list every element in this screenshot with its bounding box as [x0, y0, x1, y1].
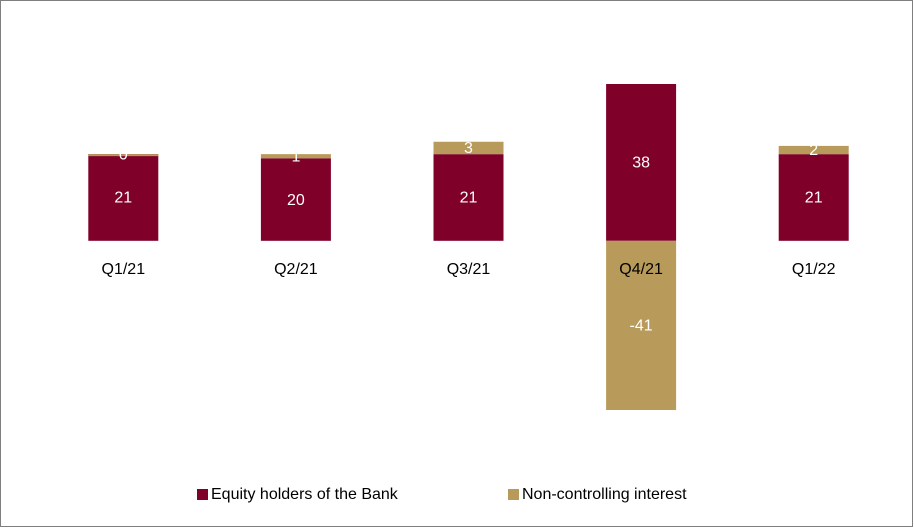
x-tick-label: Q4/21 — [619, 261, 663, 278]
bar-segment — [606, 240, 677, 410]
bar-segment — [260, 158, 331, 241]
legend-label: Non-controlling interest — [522, 486, 687, 503]
bar-segment — [88, 154, 159, 157]
data-label: 0 — [119, 146, 128, 163]
legend-swatch — [197, 489, 208, 500]
legend-label: Equity holders of the Bank — [211, 486, 399, 503]
x-tick-label: Q3/21 — [447, 261, 491, 278]
data-label: 21 — [460, 190, 478, 207]
bar-segment — [606, 84, 677, 241]
bar-segment — [433, 141, 504, 155]
x-tick-label: Q2/21 — [274, 261, 318, 278]
x-tick-label: Q1/22 — [792, 261, 836, 278]
bar-segment — [778, 145, 849, 155]
bar-segment — [433, 154, 504, 241]
data-label: 1 — [291, 148, 300, 165]
data-label: 2 — [809, 142, 818, 159]
bar-segment — [260, 154, 331, 159]
legend-swatch — [508, 489, 519, 500]
data-label: 20 — [287, 192, 305, 209]
x-tick-label: Q1/21 — [102, 261, 146, 278]
data-label: 21 — [805, 190, 823, 207]
data-label: 38 — [632, 155, 650, 172]
bar-segment — [778, 154, 849, 241]
bar-segment — [88, 154, 159, 241]
data-label: 3 — [464, 140, 473, 157]
data-label: 21 — [114, 190, 132, 207]
data-label: -41 — [630, 318, 653, 335]
